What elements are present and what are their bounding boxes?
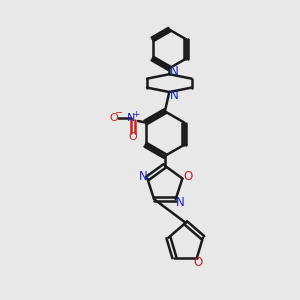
Text: O: O xyxy=(183,170,192,184)
Text: O: O xyxy=(128,132,137,142)
Text: O: O xyxy=(194,256,203,269)
Text: N: N xyxy=(169,88,178,101)
Text: −: − xyxy=(115,108,123,118)
Text: N: N xyxy=(176,196,184,208)
Text: N: N xyxy=(127,113,135,123)
Text: N: N xyxy=(169,65,178,78)
Text: N: N xyxy=(139,170,147,184)
Text: +: + xyxy=(132,110,140,119)
Text: O: O xyxy=(110,113,118,123)
